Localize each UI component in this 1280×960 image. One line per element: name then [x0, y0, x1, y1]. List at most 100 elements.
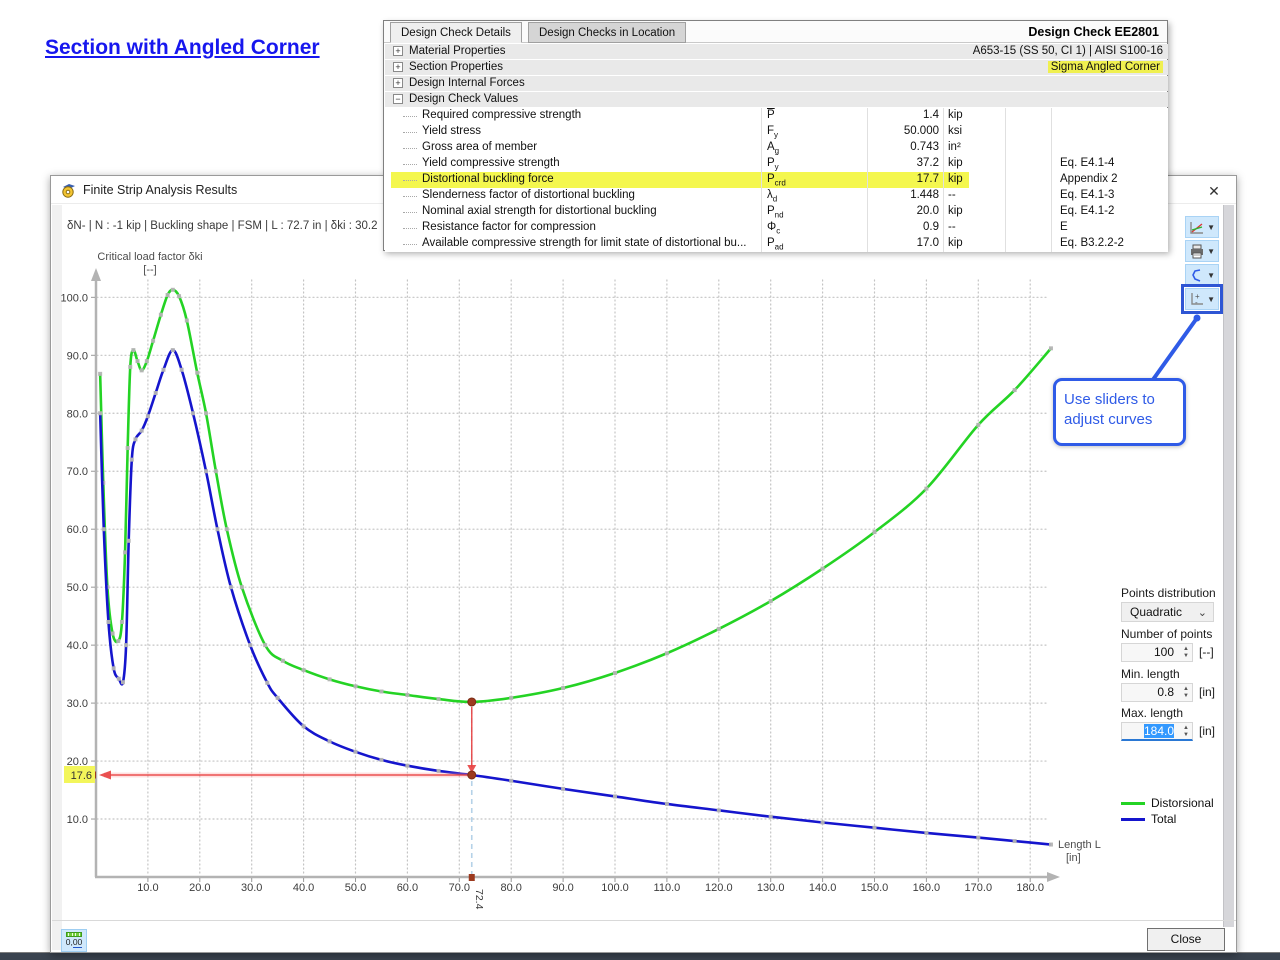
row-equation: Appendix 2	[1060, 173, 1118, 185]
decimal-places-button[interactable]: 0,00	[61, 929, 87, 952]
stepper-arrows-icon[interactable]: ▲ ▼	[1183, 685, 1189, 699]
collapse-icon[interactable]: −	[393, 94, 403, 104]
tree-row-label: Material Properties	[409, 45, 506, 57]
tab-design-check-details[interactable]: Design Check Details	[390, 22, 522, 43]
design-check-id: Design Check EE2801	[1028, 25, 1159, 39]
row-value: 37.2	[916, 157, 939, 169]
row-equation: Eq. E4.1-3	[1060, 189, 1115, 201]
vertical-scrollbar[interactable]	[1223, 205, 1234, 927]
close-button[interactable]: Close	[1147, 928, 1225, 951]
row-unit: --	[948, 221, 956, 233]
legend-item: Total	[1121, 811, 1176, 827]
row-symbol: Fy	[767, 125, 779, 140]
tree-row-value: A653-15 (SS 50, CI 1) | AISI S100-16	[972, 45, 1163, 57]
chevron-down-icon: ⌄	[1197, 607, 1207, 619]
row-equation: Eq. E4.1-2	[1060, 205, 1115, 217]
row-unit: kip	[948, 237, 963, 249]
row-unit: kip	[948, 205, 963, 217]
row-value: 1.4	[923, 109, 939, 121]
tab-design-checks-in-location[interactable]: Design Checks in Location	[528, 22, 687, 43]
curves-options-button[interactable]: ▼	[1185, 216, 1219, 238]
tree-row-label: Design Internal Forces	[409, 77, 525, 89]
legend-swatch	[1121, 801, 1145, 805]
row-symbol: Ag	[767, 141, 780, 156]
row-symbol: Pad	[767, 237, 784, 252]
tree-row-design-check-values[interactable]: − Design Check Values	[385, 92, 1168, 107]
row-unit: in²	[948, 141, 961, 153]
number-of-points-stepper[interactable]: 100 ▲ ▼	[1121, 643, 1193, 662]
number-of-points-value: 100	[1153, 645, 1174, 659]
tree-row-section-properties[interactable]: + Section Properties Sigma Angled Corner	[385, 60, 1168, 75]
row-symbol: Py	[767, 157, 779, 172]
page-title: Section with Angled Corner	[45, 36, 320, 59]
ruler-icon	[66, 932, 82, 937]
dropdown-caret-icon: ▼	[1207, 270, 1215, 280]
row-description: Yield compressive strength	[422, 157, 560, 169]
svg-text:-: -	[1195, 298, 1198, 307]
max-length-unit: [in]	[1199, 724, 1216, 738]
table-row[interactable]: Resistance factor for compression Φc 0.9 --…	[385, 220, 1168, 236]
legend-label: Total	[1151, 812, 1177, 826]
tree-connector	[403, 132, 417, 133]
column-divider	[1051, 108, 1052, 252]
app-icon	[62, 184, 75, 198]
row-unit: kip	[948, 157, 963, 169]
background-app-strip	[0, 952, 1280, 960]
row-value: 20.0	[916, 205, 939, 217]
tree-connector	[403, 212, 417, 213]
min-length-unit: [in]	[1199, 685, 1216, 699]
row-unit: kip	[948, 173, 963, 185]
min-length-stepper[interactable]: 0.8 ▲ ▼	[1121, 683, 1193, 702]
row-symbol: Pcrd	[767, 173, 786, 188]
section-shape-icon	[1192, 268, 1201, 282]
row-equation: Eq. E4.1-4	[1060, 157, 1115, 169]
row-highlight	[391, 172, 969, 188]
points-distribution-value: Quadratic	[1130, 605, 1183, 619]
points-distribution-select[interactable]: Quadratic ⌄	[1121, 602, 1214, 622]
dropdown-caret-icon: ▼	[1207, 222, 1215, 232]
legend-swatch	[1121, 817, 1145, 821]
section-shape-button[interactable]: ▼	[1185, 264, 1219, 286]
table-row[interactable]: Available compressive strength for limit…	[385, 236, 1168, 252]
table-row[interactable]: Gross area of member Ag 0.743 in²	[385, 140, 1168, 156]
row-value: 0.9	[923, 221, 939, 233]
row-description: Gross area of member	[422, 141, 538, 153]
axis-sliders-button[interactable]: + - ▼	[1181, 284, 1223, 314]
table-row[interactable]: Slenderness factor of distortional buckl…	[385, 188, 1168, 204]
tree-row-value: Sigma Angled Corner	[1047, 61, 1163, 73]
max-length-label: Max. length	[1121, 706, 1184, 720]
table-row[interactable]: Nominal axial strength for distortional …	[385, 204, 1168, 220]
tree-connector	[403, 180, 417, 181]
curves-icon	[1190, 221, 1203, 234]
max-length-stepper[interactable]: 184.0 ▲ ▼	[1121, 722, 1193, 741]
tree-connector	[403, 116, 417, 117]
stepper-arrows-icon[interactable]: ▲ ▼	[1183, 724, 1189, 738]
expand-icon[interactable]: +	[393, 46, 403, 56]
axis-sliders-icon: + -	[1191, 292, 1203, 307]
legend-item: Distorsional	[1121, 795, 1214, 811]
tree-row-design-internal-forces[interactable]: + Design Internal Forces	[385, 76, 1168, 91]
row-description: Resistance factor for compression	[422, 221, 596, 233]
min-length-value: 0.8	[1157, 685, 1174, 699]
table-row[interactable]: Distortional buckling force Pcrd 17.7 kip Ap…	[385, 172, 1168, 188]
table-row[interactable]: Required compressive strength P 1.4 kip	[385, 108, 1168, 124]
dropdown-caret-icon: ▼	[1207, 294, 1215, 304]
row-equation: E	[1060, 221, 1068, 233]
table-row[interactable]: Yield stress Fy 50.000 ksi	[385, 124, 1168, 140]
table-row[interactable]: Yield compressive strength Py 37.2 kip Eq. E…	[385, 156, 1168, 172]
expand-icon[interactable]: +	[393, 62, 403, 72]
divider	[52, 920, 1236, 921]
stepper-arrows-icon[interactable]: ▲ ▼	[1183, 645, 1189, 659]
tree-row-label: Section Properties	[409, 61, 503, 73]
left-splitter[interactable]	[52, 205, 62, 950]
close-icon[interactable]: ✕	[1208, 183, 1220, 199]
row-value: 50.000	[903, 125, 939, 137]
tree-connector	[403, 148, 417, 149]
expand-icon[interactable]: +	[393, 78, 403, 88]
column-divider	[867, 108, 868, 252]
row-unit: --	[948, 189, 956, 201]
print-button[interactable]: ▼	[1185, 240, 1219, 262]
legend-label: Distorsional	[1151, 796, 1214, 810]
tree-row-material-properties[interactable]: + Material Properties A653-15 (SS 50, CI 1…	[385, 44, 1168, 59]
row-description: Distortional buckling force	[422, 173, 554, 185]
